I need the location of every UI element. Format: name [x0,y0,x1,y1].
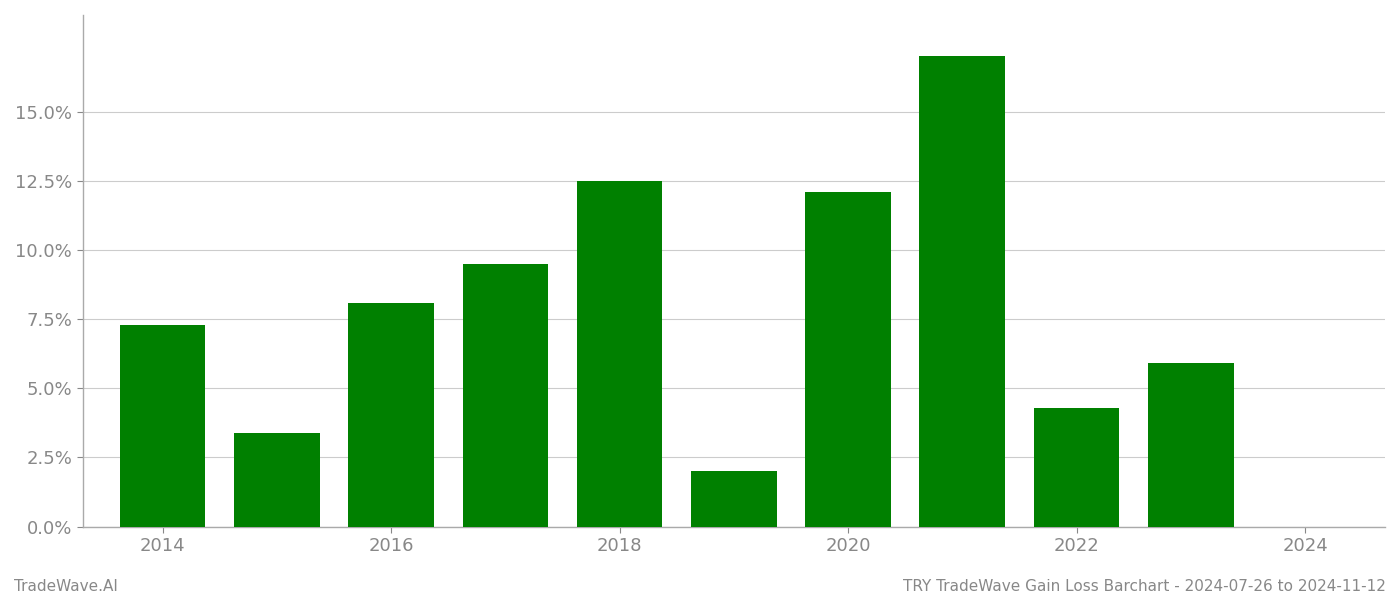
Text: TRY TradeWave Gain Loss Barchart - 2024-07-26 to 2024-11-12: TRY TradeWave Gain Loss Barchart - 2024-… [903,579,1386,594]
Bar [349,302,434,527]
Bar [577,181,662,527]
Bar [920,56,1005,527]
Bar [120,325,206,527]
Bar [805,192,890,527]
Bar [1033,407,1120,527]
Bar [1148,364,1233,527]
Bar [234,433,319,527]
Text: TradeWave.AI: TradeWave.AI [14,579,118,594]
Bar [692,471,777,527]
Bar [462,264,549,527]
